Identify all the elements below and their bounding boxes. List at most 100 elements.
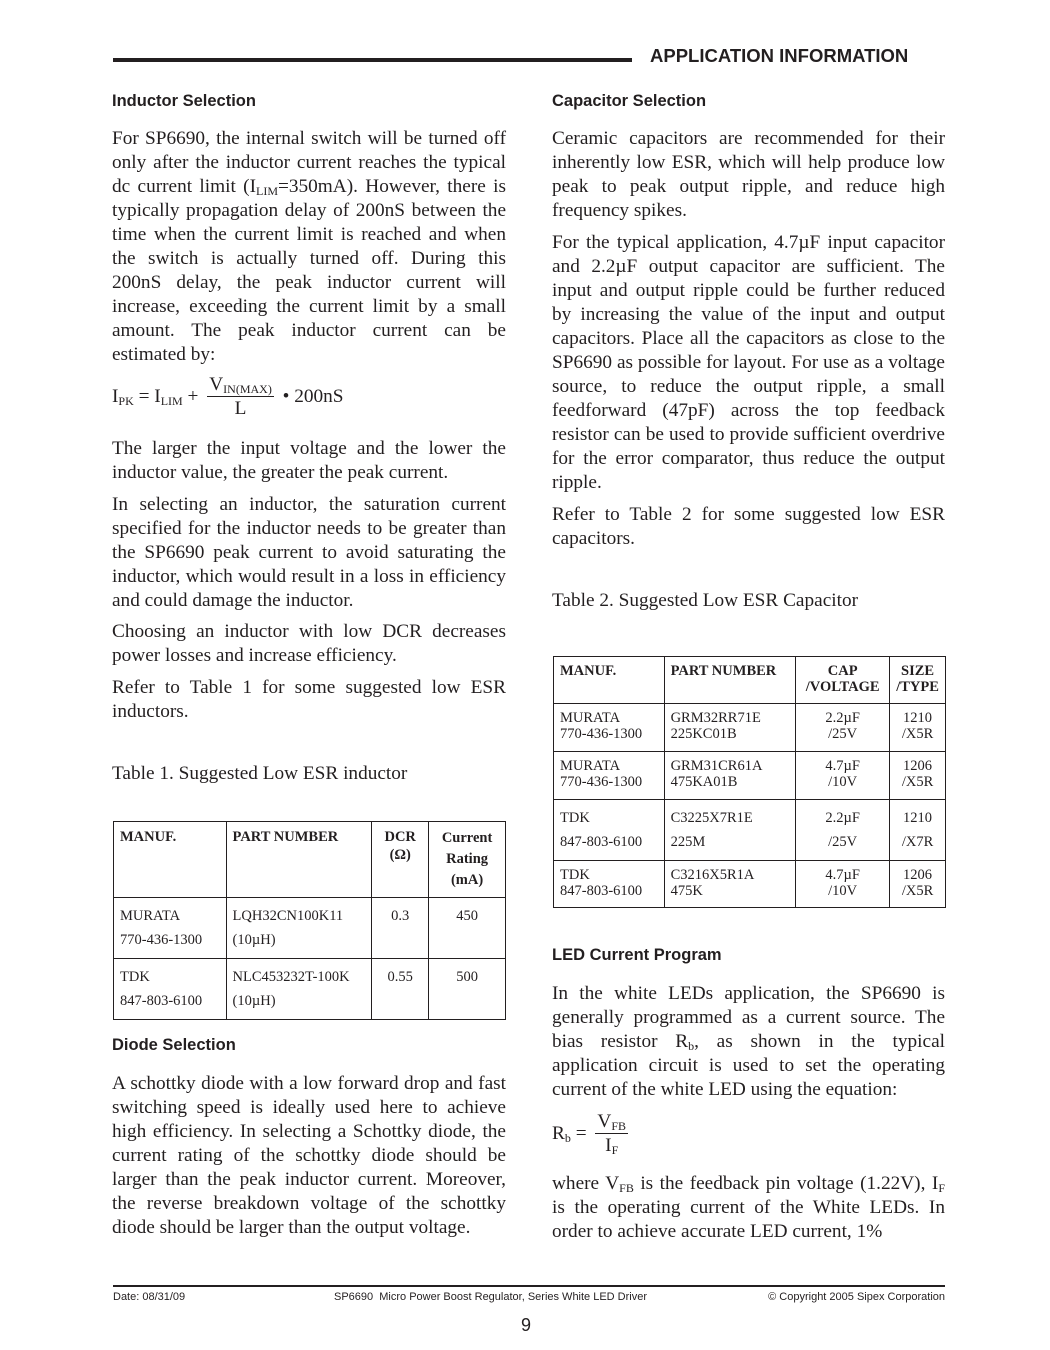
text: 1210 [903,810,933,826]
cap-cell: 2.2µF/25V [795,799,891,861]
footer-doc-title: SP6690 Micro Power Boost Regulator, Seri… [334,1291,648,1303]
size-cell: 1206/X5R [889,860,946,908]
subscript: F [611,1143,619,1157]
part-cell: C3216X5R1A 475K [663,860,797,908]
text: 1206 [903,758,933,774]
text: MURATA [560,710,621,726]
table-row: TDK 847-803-6100 NLC453232T-100K (10µH) 0.… [113,958,506,1020]
text: /X5R [901,774,934,790]
subscript: F [938,1181,945,1195]
text: TDK [560,867,590,883]
subscript: b [688,1039,695,1053]
text: 1206 [903,867,933,883]
text: NLC453232T-100K [232,969,350,985]
text: /10V [828,774,858,790]
text: I [605,1135,612,1156]
text: 4.7µF [825,758,860,774]
text: /10V [828,883,858,899]
text: is the feedback pin voltage (1.22V), I [633,1173,939,1194]
text: + [182,385,199,407]
text: MURATA [560,758,621,774]
section-title: APPLICATION INFORMATION [650,45,909,66]
text: 475KA01B [670,774,738,790]
text: 847-803-6100 [560,834,643,850]
part-cell: LQH32CN100K11 (10µH) [225,897,373,959]
dcr-cell: 0.55 [371,958,430,1020]
manuf-cell: TDK 847-803-6100 [553,860,665,908]
manuf-cell: TDK 847-803-6100 [113,958,227,1020]
footer-copyright: © Copyright 2005 Sipex Corporation [768,1291,945,1303]
text: 225M [670,834,706,850]
text: 2.2µF [825,810,860,826]
inductor-paragraph-2: The larger the input voltage and the low… [112,438,506,483]
text: In the white LEDs application, the SP669… [552,983,945,1052]
text: = [570,1122,587,1144]
text: 2.2µF [825,710,860,726]
diode-heading: Diode Selection [112,1036,236,1054]
text: GRM31CR61A [670,758,763,774]
text: V [209,374,224,395]
text: MURATA [120,908,181,924]
capacitor-table: MANUF. PART NUMBER CAP /VOLTAGE SIZE /TY… [553,656,946,908]
manuf-cell: TDK 847-803-6100 [553,799,665,861]
text: 770-436-1300 [120,932,203,948]
table-row: MURATA 770-436-1300 GRM32RR71E 225KC01B 2.… [553,703,946,752]
header-manuf: MANUF. [553,656,665,704]
table-header-row: MANUF. PART NUMBER DCR (Ω) Current Ratin… [113,821,506,898]
text: 225KC01B [670,726,737,742]
header-cap-voltage: CAP /VOLTAGE [795,656,891,704]
text: I [112,385,119,407]
subscript: IN(MAX) [223,382,272,396]
text: 770-436-1300 [560,726,643,742]
text: 475K [670,883,703,899]
fraction: VFB IF [595,1111,629,1158]
capacitor-heading: Capacitor Selection [552,92,707,110]
text: LQH32CN100K11 [232,908,344,924]
text: 770-436-1300 [560,774,643,790]
subscript: LIM [256,184,278,198]
header-part-number: PART NUMBER [225,821,373,898]
size-cell: 1210/X7R [889,799,946,861]
text: • 200nS [282,385,344,407]
rating-cell: 450 [428,897,506,959]
text: 847-803-6100 [120,993,203,1009]
manuf-cell: MURATA 770-436-1300 [553,703,665,752]
table-row: TDK 847-803-6100 C3216X5R1A 475K 4.7µF/10V… [553,860,946,908]
text: TDK [560,810,590,826]
inductor-paragraph-3: In selecting an inductor, the saturation… [112,494,506,611]
part-cell: C3225X7R1E 225M [663,799,797,861]
led-heading: LED Current Program [552,946,722,964]
inductor-paragraph-4: Choosing an inductor with low DCR decrea… [112,621,506,666]
size-cell: 1206/X5R [889,751,946,800]
subscript: FB [619,1181,634,1195]
text: GRM32RR71E [670,710,761,726]
footer-date: Date: 08/31/09 [113,1291,186,1303]
text: 847-803-6100 [560,883,643,899]
inductor-paragraph-5: Refer to Table 1 for some suggested low … [112,677,506,722]
dcr-cell: 0.3 [371,897,430,959]
text: /25V [828,834,858,850]
subscript: LIM [160,393,183,408]
table-row: MURATA 770-436-1300 GRM31CR61A 475KA01B 4.… [553,751,946,800]
peak-current-equation: IPK = ILIM + VIN(MAX) L • 200nS [112,374,506,421]
cap-cell: 4.7µF/10V [795,860,891,908]
text: /X5R [901,883,934,899]
text: is the operating current of the White LE… [552,1197,945,1242]
table2-caption: Table 2. Suggested Low ESR Capacitor [552,590,859,611]
text: C3225X7R1E [670,810,753,826]
capacitor-paragraph-2: For the typical application, 4.7µF input… [552,232,945,493]
text: where V [552,1173,620,1194]
bias-resistor-equation: Rb = VFB IF [552,1111,945,1158]
capacitor-paragraph-1: Ceramic capacitors are recommended for t… [552,128,945,221]
header-size-type: SIZE /TYPE [889,656,946,704]
text: For SP6690, the internal switch will be … [112,128,506,197]
led-paragraph-1: In the white LEDs application, the SP669… [552,982,945,1102]
subscript: PK [118,393,134,408]
text: /X7R [901,834,934,850]
cap-cell: 2.2µF/25V [795,703,891,752]
capacitor-paragraph-3: Refer to Table 2 for some suggested low … [552,504,945,549]
table1-caption: Table 1. Suggested Low ESR inductor [112,763,408,784]
text: /X5R [901,726,934,742]
inductor-table: MANUF. PART NUMBER DCR (Ω) Current Ratin… [113,821,506,1020]
header-part-number: PART NUMBER [663,656,797,704]
